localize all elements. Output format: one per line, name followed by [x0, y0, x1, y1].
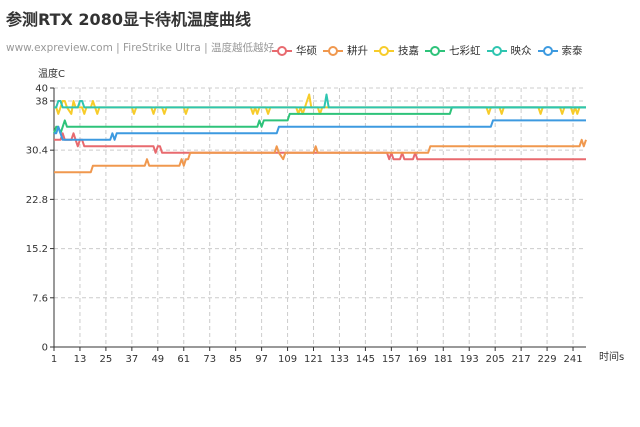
legend-swatch	[537, 45, 558, 56]
x-tick-label: 109	[278, 354, 297, 365]
x-tick-label: 205	[486, 354, 505, 365]
legend-swatch	[486, 45, 507, 56]
series-line-5	[54, 93, 586, 109]
x-tick-label: 1	[51, 354, 57, 365]
series-line-6	[54, 119, 586, 141]
x-tick-label: 37	[125, 354, 138, 365]
chart-legend: 华硕 耕升 技嘉 七彩虹 映众 索泰	[272, 43, 583, 58]
x-tick-label: 157	[382, 354, 401, 365]
legend-swatch	[323, 45, 343, 56]
y-tick-label: 15.2	[26, 244, 48, 255]
series-line-2	[54, 138, 587, 174]
x-tick-label: 73	[203, 354, 216, 365]
legend-item[interactable]: 华硕	[272, 43, 317, 58]
x-tick-label: 181	[434, 354, 453, 365]
legend-item[interactable]: 七彩虹	[425, 43, 481, 58]
x-tick-label: 193	[460, 354, 479, 365]
legend-label: 索泰	[561, 45, 583, 57]
y-tick-label: 22.8	[26, 195, 48, 206]
y-tick-label: 40	[35, 84, 48, 95]
x-tick-label: 133	[330, 354, 349, 365]
y-tick-label: 7.6	[32, 293, 48, 304]
legend-swatch	[425, 45, 445, 56]
x-tick-label: 97	[255, 354, 268, 365]
legend-label: 华硕	[296, 45, 317, 57]
series-line-1	[54, 132, 586, 161]
x-tick-label: 25	[100, 354, 113, 365]
legend-swatch	[374, 45, 394, 56]
series-line-3	[54, 93, 586, 115]
legend-label: 七彩虹	[449, 45, 481, 57]
y-tick-label: 0	[42, 343, 48, 354]
x-tick-label: 85	[229, 354, 242, 365]
x-tick-label: 49	[151, 354, 164, 365]
legend-item[interactable]: 技嘉	[374, 43, 419, 58]
legend-label: 映众	[510, 45, 532, 57]
legend-item[interactable]: 索泰	[537, 43, 583, 58]
x-tick-label: 61	[177, 354, 190, 365]
x-tick-label: 145	[356, 354, 375, 365]
legend-label: 耕升	[347, 45, 368, 57]
x-tick-label: 229	[538, 354, 557, 365]
chart-subtitle: www.expreview.com | FireStrike Ultra | 温…	[6, 42, 274, 54]
y-axis-label: 温度C	[38, 67, 65, 80]
legend-item[interactable]: 耕升	[323, 43, 368, 58]
x-tick-label: 241	[563, 354, 582, 365]
x-tick-label: 217	[512, 354, 531, 365]
x-tick-label: 121	[304, 354, 323, 365]
legend-label: 技嘉	[398, 45, 419, 57]
y-tick-label: 30.4	[26, 146, 48, 157]
legend-swatch	[272, 45, 292, 56]
x-tick-label: 169	[408, 354, 427, 365]
chart-title: 参测RTX 2080显卡待机温度曲线	[6, 10, 251, 29]
x-tick-label: 13	[74, 354, 87, 365]
y-tick-label: 38	[35, 96, 48, 107]
x-axis-label: 时间s	[599, 350, 624, 363]
legend-item[interactable]: 映众	[486, 43, 532, 58]
